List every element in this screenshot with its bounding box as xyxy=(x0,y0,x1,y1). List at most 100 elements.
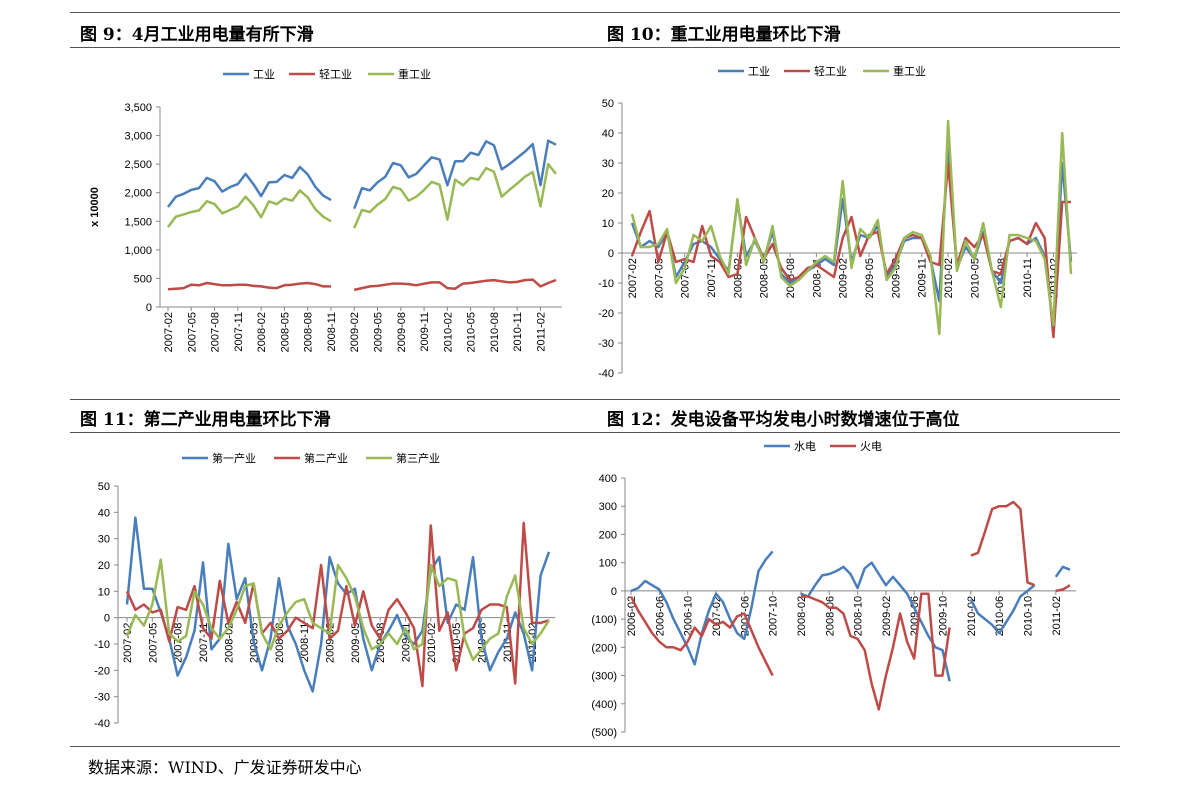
x-tick-label: 2007-02 xyxy=(627,258,639,298)
x-tick-label: 2009-05 xyxy=(864,258,876,298)
figure-title: 图 11：第二产业用电量环比下滑 xyxy=(80,410,331,430)
x-tick-label: 2008-02 xyxy=(796,596,808,636)
y-tick-label: 500 xyxy=(134,273,152,285)
y-tick-label: 400 xyxy=(599,473,617,485)
y-tick-label: 0 xyxy=(611,586,617,598)
x-tick-label: 2007-05 xyxy=(147,623,159,663)
y-tick-label: 100 xyxy=(599,558,617,570)
x-tick-label: 2009-10 xyxy=(938,596,950,636)
x-tick-label: 2009-05 xyxy=(373,312,385,352)
y-tick-label: 20 xyxy=(602,188,614,200)
y-tick-label: (100) xyxy=(591,614,617,626)
x-tick-label: 2011-02 xyxy=(535,312,547,352)
x-tick-label: 2008-10 xyxy=(853,596,865,636)
series-line xyxy=(629,500,1071,711)
series-line xyxy=(630,161,1071,339)
x-tick-label: 2008-02 xyxy=(732,258,744,298)
y-tick-label: 10 xyxy=(602,218,614,230)
series-line xyxy=(630,119,1073,336)
y-tick-label: 0 xyxy=(608,248,614,260)
x-tick-label: 2008-11 xyxy=(299,623,311,663)
y-tick-label: 40 xyxy=(602,128,614,140)
y-tick-label: 200 xyxy=(599,529,617,541)
x-tick-label: 2009-05 xyxy=(350,623,362,663)
y-tick-label: -30 xyxy=(94,692,110,704)
x-tick-label: 2010-08 xyxy=(489,312,501,352)
legend-label: 重工业 xyxy=(398,67,431,81)
x-tick-label: 2010-10 xyxy=(1023,596,1035,636)
series-line xyxy=(167,162,557,229)
y-tick-label: -10 xyxy=(94,639,110,651)
x-tick-label: 2008-08 xyxy=(303,312,315,352)
legend-label: 第二产业 xyxy=(304,451,348,465)
y-tick-label: 1,500 xyxy=(124,216,152,228)
y-tick-label: 30 xyxy=(602,158,614,170)
rule xyxy=(70,432,1120,433)
x-tick-label: 2008-02 xyxy=(256,312,268,352)
y-tick-label: -10 xyxy=(598,278,614,290)
y-tick-label: -40 xyxy=(598,368,614,380)
y-axis-label: x 10000 xyxy=(89,187,101,227)
series-line xyxy=(167,278,557,292)
x-tick-label: 2010-02 xyxy=(442,312,454,352)
y-tick-label: 3,500 xyxy=(124,102,152,114)
x-tick-label: 2006-10 xyxy=(683,596,695,636)
x-tick-label: 2007-08 xyxy=(210,312,222,352)
x-tick-label: 2006-06 xyxy=(654,596,666,636)
x-tick-label: 2008-11 xyxy=(326,312,338,352)
y-tick-label: 300 xyxy=(599,501,617,513)
y-tick-label: (300) xyxy=(591,671,617,683)
y-tick-label: 0 xyxy=(146,302,152,314)
x-tick-label: 2007-05 xyxy=(653,258,665,298)
figure-title: 图 10：重工业用电量环比下滑 xyxy=(607,25,841,45)
y-tick-label: -40 xyxy=(94,718,110,730)
legend-label: 水电 xyxy=(794,440,816,453)
series-line xyxy=(125,516,551,693)
y-tick-label: -20 xyxy=(598,308,614,320)
legend-label: 轻工业 xyxy=(319,67,352,81)
x-tick-label: 2008-06 xyxy=(824,596,836,636)
y-tick-label: 50 xyxy=(98,481,110,493)
y-tick-label: 2,000 xyxy=(124,188,152,200)
x-tick-label: 2010-05 xyxy=(466,312,478,352)
x-tick-label: 2008-05 xyxy=(279,312,291,352)
x-tick-label: 2007-02 xyxy=(163,312,175,352)
figure-title: 图 12：发电设备平均发电小时数增速位于高位 xyxy=(607,410,960,430)
y-tick-label: 2,500 xyxy=(124,159,152,171)
x-tick-label: 2009-02 xyxy=(881,596,893,636)
rule xyxy=(70,746,1120,747)
x-tick-label: 2007-11 xyxy=(706,258,718,298)
legend-label: 轻工业 xyxy=(814,64,847,78)
legend-label: 火电 xyxy=(860,440,882,453)
legend-label: 工业 xyxy=(748,65,770,78)
top-rule xyxy=(70,12,1120,13)
y-tick-label: -20 xyxy=(94,665,110,677)
legend-label: 第三产业 xyxy=(396,451,440,465)
x-tick-label: 2008-02 xyxy=(223,623,235,663)
x-tick-label: 2009-02 xyxy=(349,312,361,352)
x-tick-label: 2010-05 xyxy=(969,258,981,298)
y-tick-label: 20 xyxy=(98,560,110,572)
x-tick-label: 2009-11 xyxy=(917,258,929,298)
y-tick-label: 40 xyxy=(98,507,110,519)
y-tick-label: -30 xyxy=(598,338,614,350)
series-line xyxy=(125,521,550,688)
y-tick-label: 1,000 xyxy=(124,245,152,257)
series-line xyxy=(125,558,551,662)
y-tick-label: (400) xyxy=(591,699,617,711)
y-tick-label: 0 xyxy=(104,613,110,625)
x-tick-label: 2008-08 xyxy=(274,623,286,663)
series-line xyxy=(167,139,557,210)
x-tick-label: 2008-05 xyxy=(759,258,771,298)
legend-label: 重工业 xyxy=(893,64,926,78)
rule xyxy=(70,47,1120,48)
x-tick-label: 2010-02 xyxy=(426,623,438,663)
y-tick-label: 10 xyxy=(98,586,110,598)
legend-label: 工业 xyxy=(253,68,275,81)
y-tick-label: 30 xyxy=(98,534,110,546)
x-tick-label: 2007-11 xyxy=(233,312,245,352)
x-tick-label: 2007-02 xyxy=(711,596,723,636)
x-tick-label: 2007-08 xyxy=(173,623,185,663)
